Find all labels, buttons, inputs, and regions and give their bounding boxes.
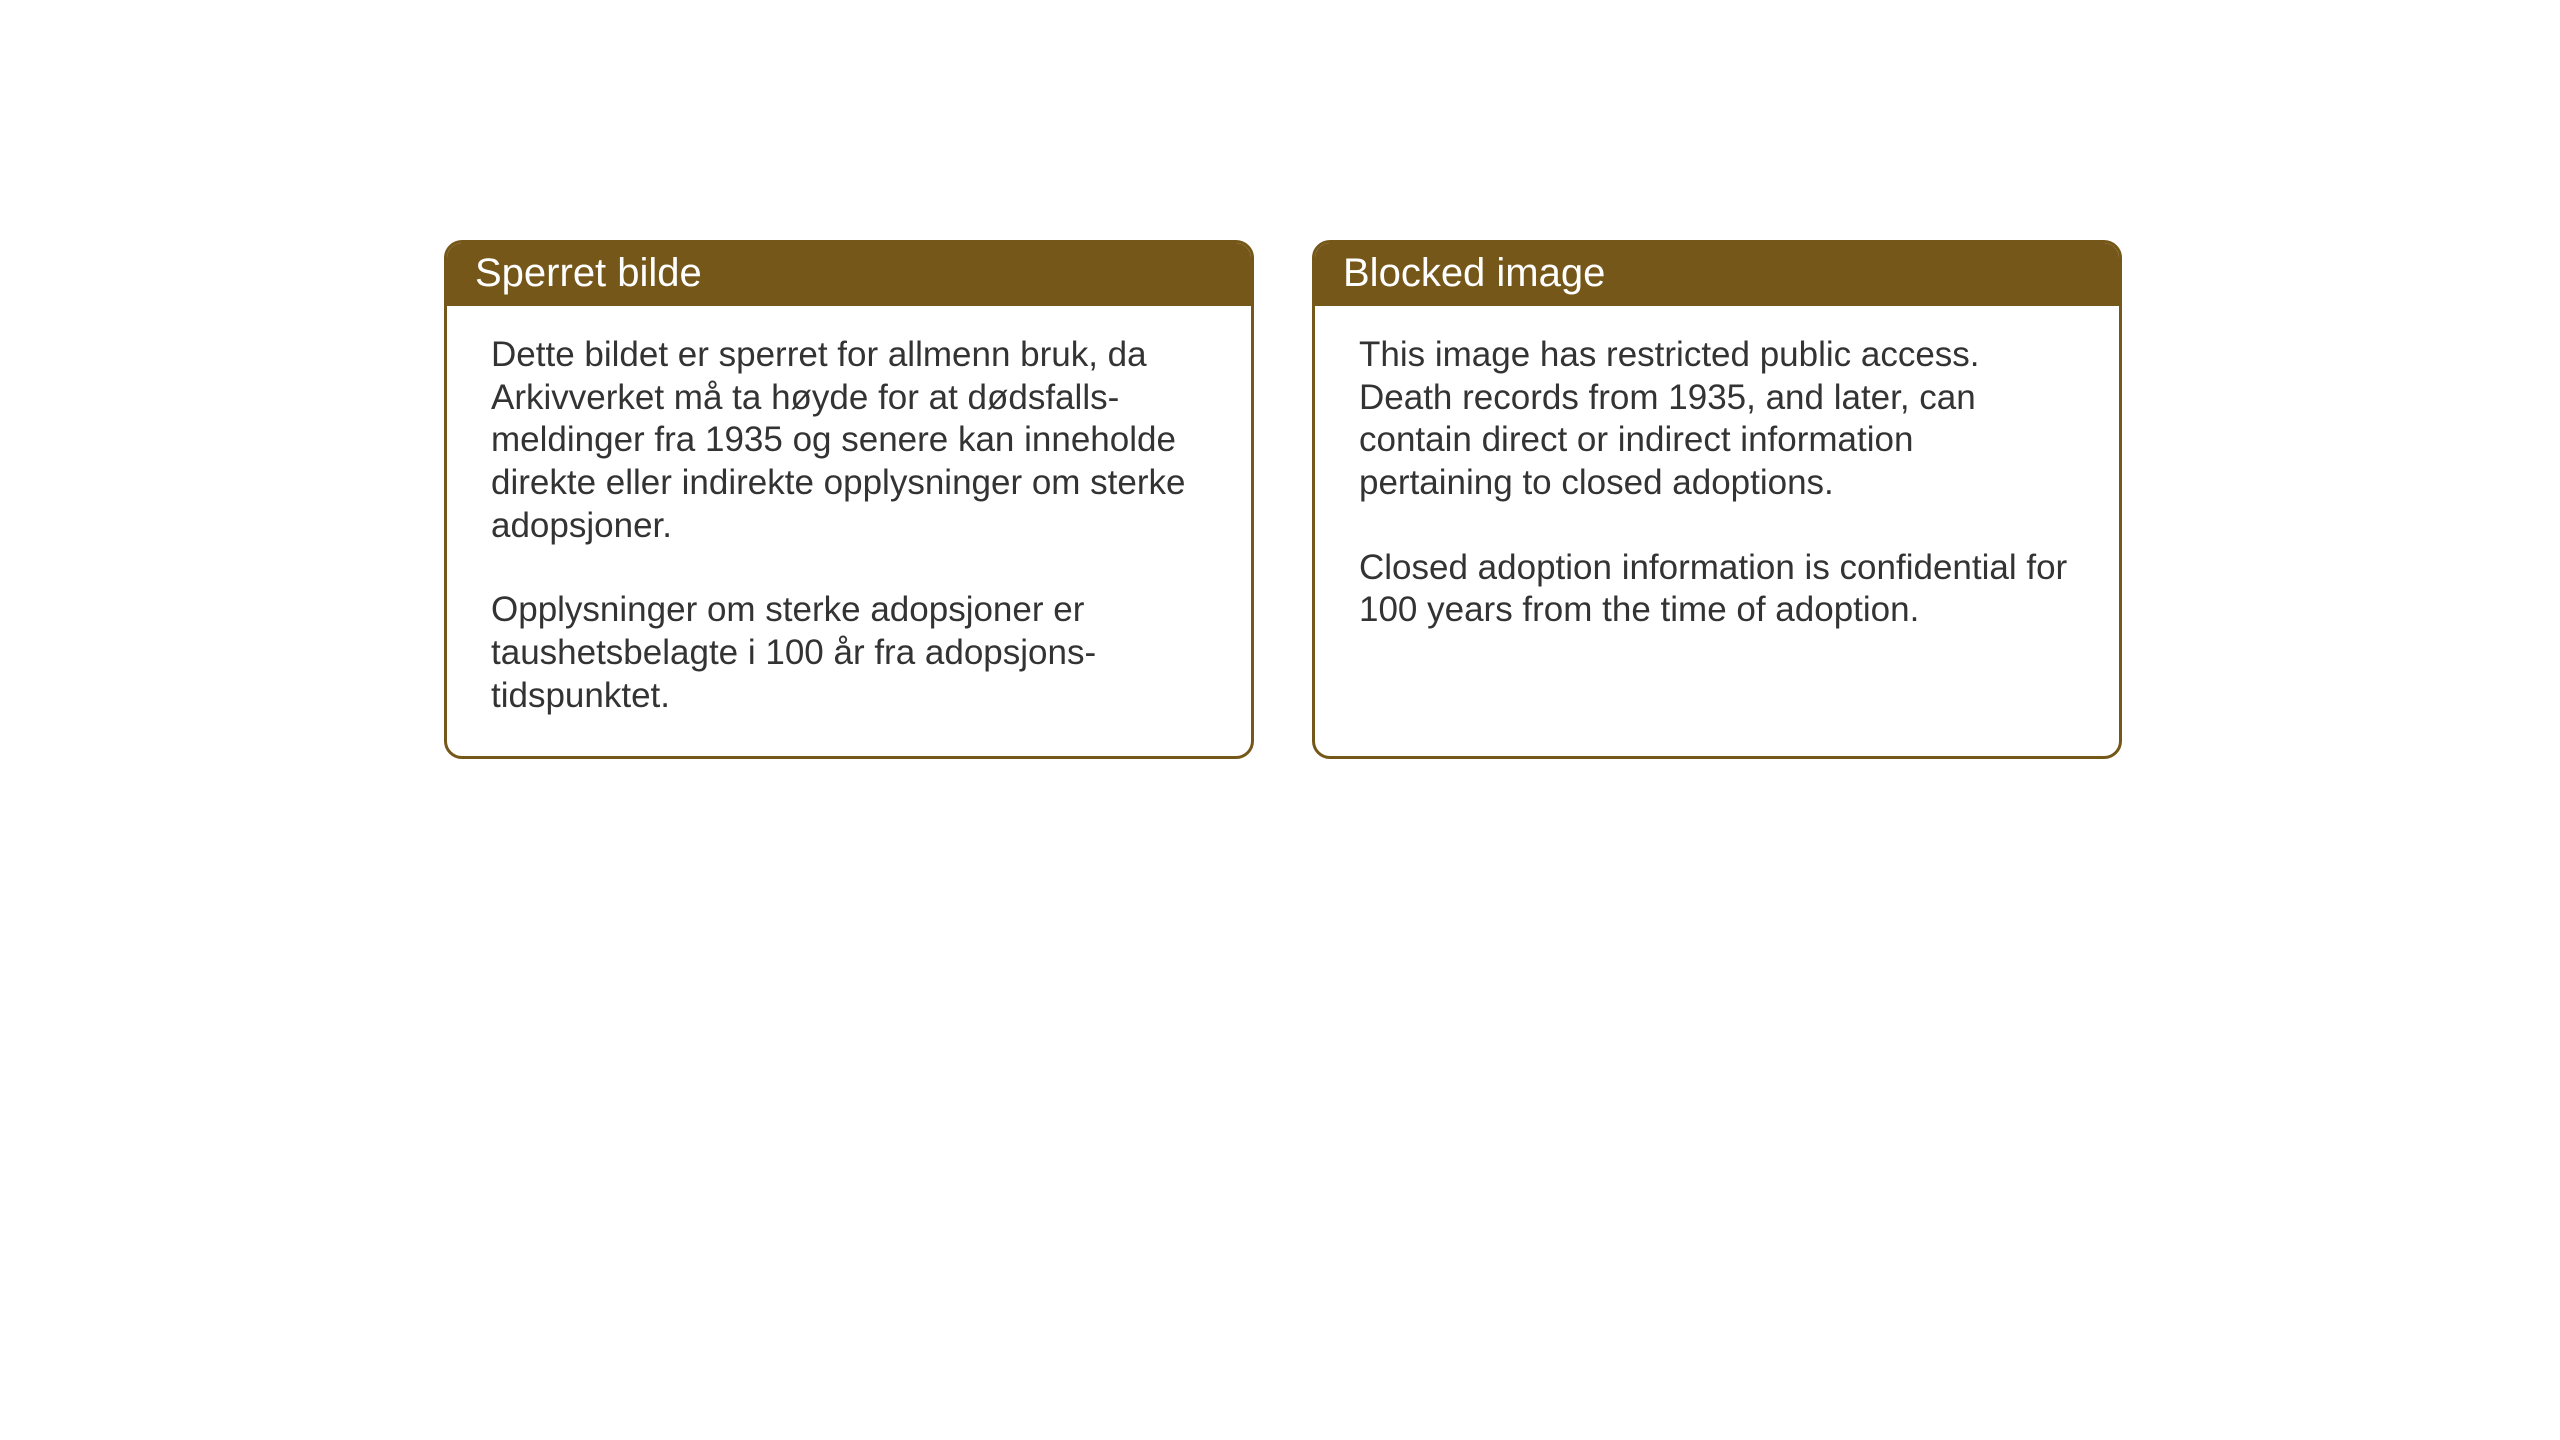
card-paragraph: This image has restricted public access.… xyxy=(1359,334,2075,505)
notice-card-english: Blocked image This image has restricted … xyxy=(1312,240,2122,759)
card-paragraph: Closed adoption information is confident… xyxy=(1359,547,2075,632)
card-body: This image has restricted public access.… xyxy=(1315,306,2119,670)
card-paragraph: Opplysninger om sterke adopsjoner er tau… xyxy=(491,589,1207,717)
notice-card-norwegian: Sperret bilde Dette bildet er sperret fo… xyxy=(444,240,1254,759)
card-title: Sperret bilde xyxy=(475,251,702,295)
card-paragraph: Dette bildet er sperret for allmenn bruk… xyxy=(491,334,1207,547)
card-header: Blocked image xyxy=(1315,243,2119,306)
card-header: Sperret bilde xyxy=(447,243,1251,306)
notice-container: Sperret bilde Dette bildet er sperret fo… xyxy=(444,240,2122,759)
card-title: Blocked image xyxy=(1343,251,1605,295)
card-body: Dette bildet er sperret for allmenn bruk… xyxy=(447,306,1251,756)
